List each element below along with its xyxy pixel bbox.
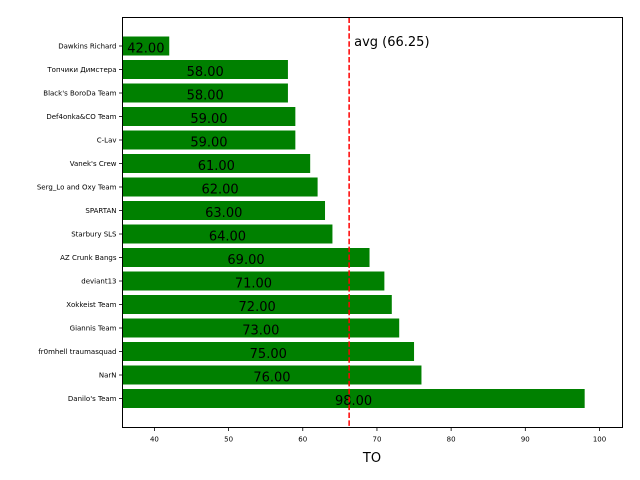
value-label: 73.00: [242, 324, 279, 339]
bar: [122, 201, 326, 220]
x-tick-label: 80: [447, 436, 456, 444]
value-label: 69.00: [227, 253, 264, 268]
value-label: 71.00: [235, 277, 272, 292]
x-tick-label: 100: [593, 436, 606, 444]
category-label: Dawkins Richard: [58, 43, 116, 51]
x-tick-label: 60: [298, 436, 307, 444]
bar: [122, 389, 585, 408]
bar: [122, 36, 170, 56]
category-label: SPARTAN: [85, 207, 116, 215]
value-label: 64.00: [209, 230, 246, 245]
category-label: NarN: [99, 372, 117, 380]
bar: [122, 271, 385, 291]
value-label: 58.00: [187, 89, 224, 104]
bar: [122, 107, 296, 126]
category-label: deviant13: [81, 278, 116, 286]
bars-group: [122, 36, 585, 408]
category-label: Black's BoroDa Team: [43, 90, 116, 98]
category-label: AZ Crunk Bangs: [60, 254, 117, 262]
value-label: 62.00: [201, 183, 238, 198]
category-label: Def4onka&CO Team: [46, 113, 116, 121]
category-label: Vanek's Crew: [70, 160, 117, 168]
category-label: Xokkeist Team: [66, 301, 116, 309]
avg-line-group: avg (66.25): [348, 17, 430, 428]
avg-label: avg (66.25): [354, 35, 429, 50]
bar: [122, 224, 333, 244]
x-tick-label: 70: [372, 436, 381, 444]
value-label: 42.00: [127, 42, 164, 57]
category-label: Giannis Team: [70, 325, 117, 333]
value-label: 75.00: [250, 347, 287, 362]
value-label: 72.00: [239, 300, 276, 315]
category-label: Starbury SLS: [71, 231, 117, 239]
value-label: 59.00: [190, 136, 227, 151]
bar: [122, 130, 296, 150]
category-label: Serg_Lo and Oxy Team: [37, 184, 117, 192]
plot-frame: [122, 17, 623, 428]
x-tick-label: 40: [150, 436, 159, 444]
value-label: 98.00: [335, 394, 372, 409]
value-label: 61.00: [198, 159, 235, 174]
value-label: 63.00: [205, 206, 242, 221]
value-label: 76.00: [253, 371, 290, 386]
bar: [122, 154, 311, 173]
bar: [122, 83, 288, 103]
value-label: 58.00: [187, 65, 224, 80]
bar: [122, 318, 400, 338]
y-axis-ticks: Danilo's Team NarN fr0mhell traumasquad Gia…: [37, 43, 123, 403]
bar: [122, 365, 422, 385]
bar: [122, 295, 392, 314]
bar: [122, 248, 370, 267]
x-tick-label: 90: [521, 436, 530, 444]
x-tick-label: 50: [224, 436, 233, 444]
x-axis-title: TO: [362, 451, 381, 466]
category-label: C-Lav: [97, 137, 117, 145]
bar: [122, 177, 318, 197]
category-label: Danilo's Team: [68, 395, 117, 403]
category-label: fr0mhell traumasquad: [38, 348, 116, 356]
value-labels-group: 98.00 76.00 75.00 73.00 72.00 71.00 69.00 64.00…: [127, 42, 372, 410]
bar: [122, 60, 288, 79]
bar: [122, 342, 415, 361]
x-axis-ticks: 40 50 60 70 80 90 100: [150, 427, 606, 444]
category-label: Топчики Димстера: [46, 66, 116, 74]
value-label: 59.00: [190, 112, 227, 127]
